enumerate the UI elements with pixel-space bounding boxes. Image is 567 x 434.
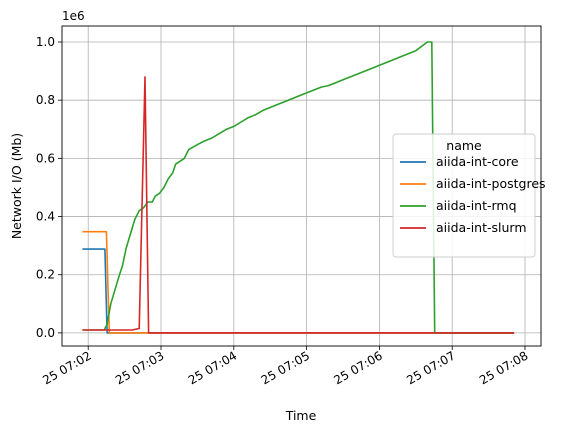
x-axis-title: Time [285, 408, 317, 423]
y-tick-label: 0.4 [36, 210, 55, 224]
series-layer [82, 41, 515, 334]
y-axis-title: Network I/O (Mb) [9, 133, 24, 239]
legend-label: aiida-int-postgres [436, 176, 546, 191]
legend-label: aiida-int-core [436, 154, 519, 169]
legend-box [392, 133, 536, 258]
plot-frame [61, 25, 542, 347]
y-offset-label: 1e6 [62, 9, 85, 23]
series-line-aiida-int-slurm [82, 76, 515, 334]
series-line-aiida-int-rmq [82, 41, 515, 334]
y-tick-label: 0.8 [36, 93, 55, 107]
legend-label: aiida-int-rmq [436, 198, 517, 213]
y-tick-label: 0.0 [36, 326, 55, 340]
y-tick-label: 0.6 [36, 151, 55, 165]
legend-label: aiida-int-slurm [436, 220, 527, 235]
legend-title: name [446, 138, 482, 153]
y-axis-ticks: 0.0 0.2 0.4 0.6 0.8 1.0 [36, 35, 62, 340]
y-tick-label: 1.0 [36, 35, 55, 49]
y-tick-label: 0.2 [36, 268, 55, 282]
